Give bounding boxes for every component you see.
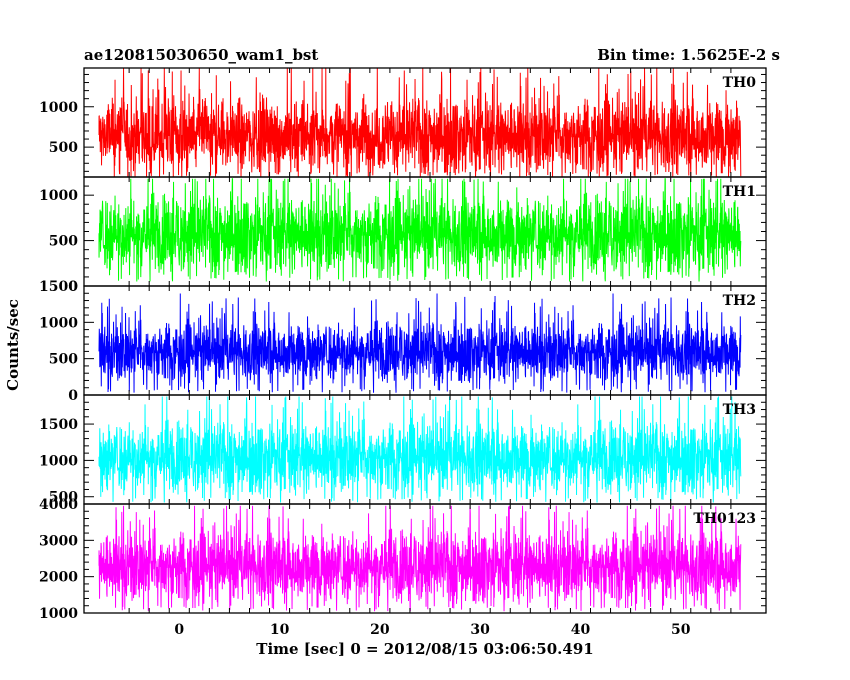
y-tick-label: 1000 bbox=[39, 315, 78, 331]
y-tick-label: 1000 bbox=[39, 100, 78, 116]
y-tick-label: 500 bbox=[49, 490, 78, 506]
series-th3 bbox=[98, 396, 742, 503]
bin-time-label: Bin time: 1.5625E-2 s bbox=[597, 46, 780, 64]
y-axis-label: Counts/sec bbox=[4, 299, 22, 391]
y-tick-label: 1500 bbox=[39, 279, 78, 295]
series-th1 bbox=[98, 178, 742, 282]
y-tick-label: 1000 bbox=[39, 606, 78, 622]
panel-th2: 0 500 1000 1500 TH2 bbox=[39, 279, 767, 404]
panel-th1: 0 500 1000 TH1 bbox=[39, 176, 767, 295]
x-axis-label: Time [sec] 0 = 2012/08/15 03:06:50.491 bbox=[256, 640, 593, 658]
series-th0123 bbox=[98, 505, 742, 612]
y-tick-label: 0 bbox=[68, 388, 78, 404]
panel-name-th1: TH1 bbox=[723, 184, 756, 200]
panel-th0: 500 1000 TH0 bbox=[39, 67, 767, 178]
panel-name-th0: TH0 bbox=[723, 75, 757, 91]
panel-name-th2: TH2 bbox=[723, 293, 756, 309]
y-tick-label: 1000 bbox=[39, 188, 78, 204]
y-tick-label: 4000 bbox=[39, 497, 78, 513]
y-tick-label: 500 bbox=[49, 140, 78, 156]
y-tick-label: 500 bbox=[49, 352, 78, 368]
y-tick-label: 1000 bbox=[39, 453, 78, 469]
y-tick-label: 3000 bbox=[39, 533, 78, 549]
panel-th3: 500 1000 1500 TH3 bbox=[39, 394, 767, 506]
chart-title: ae120815030650_wam1_bst bbox=[84, 46, 318, 64]
panel-name-th0123: TH0123 bbox=[693, 511, 756, 527]
x-tick-label: 50 bbox=[671, 622, 691, 638]
x-tick-label: 20 bbox=[370, 622, 390, 638]
x-tick-label: 0 bbox=[174, 622, 184, 638]
x-tick-label: 10 bbox=[270, 622, 290, 638]
series-th0 bbox=[98, 68, 742, 177]
panel-name-th3: TH3 bbox=[723, 402, 756, 418]
y-tick-label: 500 bbox=[49, 234, 78, 250]
x-tick-label: 30 bbox=[470, 622, 490, 638]
x-tick-label: 40 bbox=[571, 622, 591, 638]
panel-frame bbox=[83, 503, 767, 614]
y-tick-label: 1500 bbox=[39, 417, 78, 433]
panel-th0123: 1000 2000 3000 4000 TH0123 bbox=[39, 497, 767, 622]
y-tick-label: 2000 bbox=[39, 570, 78, 586]
series-th2 bbox=[98, 293, 742, 393]
y-tick-label: 0 bbox=[68, 279, 78, 295]
